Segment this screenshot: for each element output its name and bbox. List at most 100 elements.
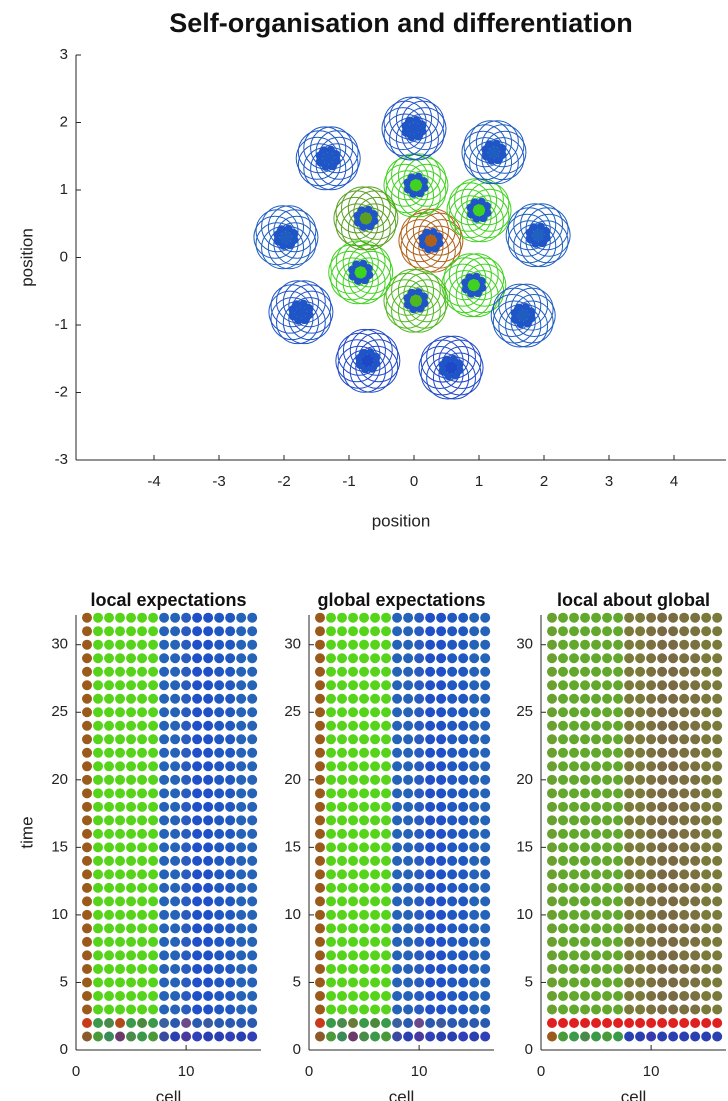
dot [337,748,347,758]
dot [82,896,92,906]
dot [236,829,246,839]
dot [392,802,402,812]
dot [447,1031,457,1041]
dot [613,950,623,960]
dot [580,748,590,758]
dot [690,721,700,731]
x-tick-label: 1 [475,473,483,490]
dot [381,788,391,798]
dot [115,815,125,825]
dot [348,991,358,1001]
dot [115,721,125,731]
y-tick-label: 1 [60,181,68,198]
dot [580,694,590,704]
dot [469,680,479,690]
dot [137,842,147,852]
dot [170,856,180,866]
dot [469,1004,479,1014]
dot [326,977,336,987]
dot [657,680,667,690]
dot [547,748,557,758]
dot [414,667,424,677]
dot [580,856,590,866]
dot [225,1004,235,1014]
dot [580,1018,590,1028]
dot [425,896,435,906]
y-tick-label: 30 [284,636,301,653]
dot [591,680,601,690]
dot [447,856,457,866]
dot [679,626,689,636]
dot [547,991,557,1001]
dot [104,788,114,798]
dot [326,842,336,852]
dot [137,802,147,812]
dot [82,964,92,974]
dot [547,788,557,798]
dot [115,640,125,650]
cell [269,281,333,344]
dot [348,937,358,947]
dot [646,1004,656,1014]
dot [315,910,325,920]
dot [126,748,136,758]
dot [624,923,634,933]
dot [181,748,191,758]
dot [214,910,224,920]
dot [646,869,656,879]
dot [225,937,235,947]
dot [414,883,424,893]
dot [181,856,191,866]
dot [359,653,369,663]
dot [326,748,336,758]
dot [203,1004,213,1014]
dot [82,842,92,852]
dot [236,896,246,906]
dot [392,626,402,636]
dot [225,829,235,839]
dot [613,937,623,947]
dot [170,829,180,839]
dot [690,775,700,785]
dot [392,788,402,798]
dot [93,869,103,879]
dot [104,707,114,717]
dot [668,707,678,717]
dot [159,977,169,987]
dot [348,1031,358,1041]
dot [403,964,413,974]
dot [115,653,125,663]
dot [203,707,213,717]
dot [613,680,623,690]
dot [326,640,336,650]
dot [458,869,468,879]
dot [635,653,645,663]
dot [93,923,103,933]
dot [337,910,347,920]
dot [679,694,689,704]
dot [236,1031,246,1041]
dot [214,788,224,798]
dot [359,883,369,893]
dot [315,734,325,744]
dot [580,802,590,812]
dot [613,964,623,974]
dot [104,842,114,852]
dot [159,856,169,866]
dot [181,829,191,839]
dot [236,788,246,798]
dot [458,937,468,947]
dot [436,626,446,636]
dot [591,815,601,825]
dot [558,829,568,839]
dot [126,721,136,731]
dot [359,1018,369,1028]
dot [436,1004,446,1014]
dot [558,1031,568,1041]
dot [236,923,246,933]
dot [646,788,656,798]
dot [337,937,347,947]
dot [701,950,711,960]
dot [458,910,468,920]
dot [425,667,435,677]
